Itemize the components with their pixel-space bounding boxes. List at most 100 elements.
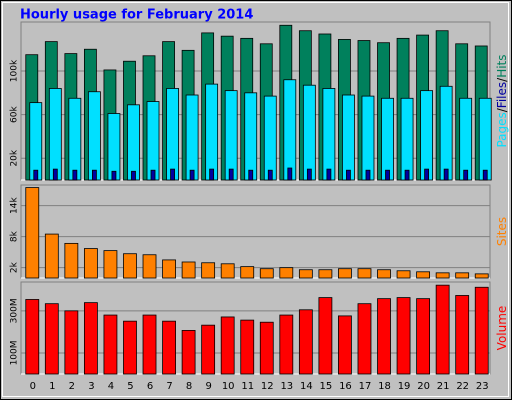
bar	[201, 324, 216, 375]
bar	[83, 302, 98, 375]
x-tick-label: 23	[476, 381, 489, 392]
bevel	[2, 2, 509, 397]
bar	[131, 170, 136, 181]
bar	[267, 169, 273, 181]
bar	[209, 168, 215, 181]
bar	[29, 102, 43, 181]
x-tick-label: 8	[186, 381, 192, 392]
x-tick-label: 14	[300, 381, 313, 392]
x-tick-label: 18	[378, 381, 391, 392]
bar	[244, 92, 258, 181]
bar	[123, 253, 137, 279]
bar	[381, 97, 394, 181]
x-tick-label: 4	[108, 381, 114, 392]
bar	[44, 303, 59, 375]
bar	[87, 91, 101, 181]
legend: Volume	[495, 306, 509, 351]
bar	[91, 169, 97, 181]
bar	[306, 168, 312, 181]
bar	[259, 268, 274, 279]
bar	[33, 169, 39, 181]
legend-entry: Volume	[495, 306, 509, 351]
bar	[357, 268, 372, 279]
bar	[326, 168, 332, 181]
bar	[201, 262, 216, 279]
x-tick-label: 1	[49, 381, 55, 392]
plot-area	[20, 281, 491, 375]
y-tick-label: 20k	[10, 149, 20, 166]
chart-title: Hourly usage for February 2014	[20, 8, 253, 23]
bar	[287, 167, 293, 181]
bar	[279, 267, 294, 279]
legend-entry: Pages	[495, 112, 509, 147]
bar	[142, 314, 157, 375]
bar	[279, 314, 294, 375]
bar	[25, 187, 40, 279]
x-tick-label: 22	[456, 381, 469, 392]
bar	[459, 97, 473, 181]
bar	[228, 168, 234, 181]
x-tick-label: 13	[280, 381, 293, 392]
bar	[435, 284, 450, 375]
bar	[346, 169, 351, 181]
bar	[400, 97, 414, 181]
bar	[396, 270, 411, 279]
bar	[416, 271, 431, 279]
x-tick-label: 19	[398, 381, 411, 392]
bar	[357, 303, 372, 375]
bar	[127, 104, 140, 181]
bar	[181, 330, 196, 375]
bar	[162, 259, 176, 279]
x-tick-label: 16	[339, 381, 352, 392]
y-tick-label: 2k	[10, 261, 20, 273]
bar	[377, 269, 391, 279]
bar	[396, 297, 411, 375]
x-tick-label: 3	[88, 381, 94, 392]
bar	[224, 90, 238, 181]
y-tick-label: 300M	[10, 298, 20, 323]
bar	[322, 88, 336, 181]
bar	[240, 319, 255, 375]
legend-separator: /	[495, 107, 509, 112]
bar	[263, 95, 277, 181]
x-tick-label: 11	[241, 381, 254, 392]
bar	[142, 254, 157, 279]
bar	[435, 272, 450, 279]
x-tick-label: 9	[205, 381, 211, 392]
x-tick-label: 2	[69, 381, 75, 392]
legend: Pages/Files/Hits	[495, 54, 509, 147]
bar	[474, 286, 489, 375]
bar	[416, 298, 431, 375]
legend-entry: Hits	[495, 54, 509, 77]
bar	[150, 169, 156, 181]
bar	[298, 269, 313, 279]
bar	[455, 272, 470, 279]
bar	[420, 90, 434, 181]
bar	[123, 320, 137, 375]
bar	[72, 169, 78, 181]
bar	[48, 88, 62, 181]
bar	[64, 310, 79, 375]
x-tick-label: 7	[166, 381, 172, 392]
bar	[205, 83, 219, 181]
bar	[478, 97, 492, 181]
bar	[298, 309, 313, 375]
bar	[181, 261, 196, 279]
bar	[166, 88, 179, 181]
bar	[170, 168, 175, 181]
legend-separator: /	[495, 77, 509, 82]
bar	[302, 84, 316, 181]
bar	[107, 113, 121, 181]
bar	[443, 168, 449, 181]
bar	[68, 97, 82, 181]
x-tick-label: 15	[320, 381, 333, 392]
bar	[338, 315, 352, 375]
bar	[404, 169, 410, 181]
x-tick-label: 10	[222, 381, 235, 392]
bar	[248, 169, 254, 181]
y-tick-label: 100k	[10, 59, 20, 82]
bar	[185, 94, 199, 181]
bar	[44, 233, 59, 279]
y-tick-label: 100M	[10, 340, 20, 365]
y-tick-label: 14k	[10, 197, 20, 214]
